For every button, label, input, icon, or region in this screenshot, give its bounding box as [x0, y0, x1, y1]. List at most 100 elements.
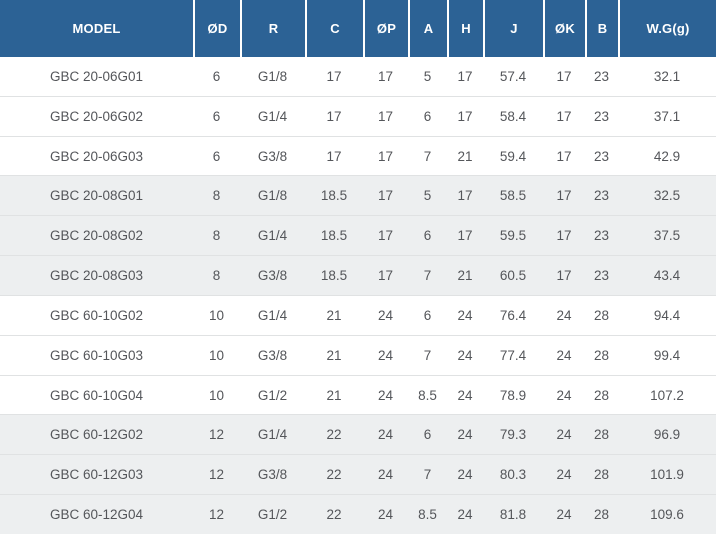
- value-cell: 18.5: [320, 268, 348, 284]
- value-cell: 24: [457, 387, 473, 403]
- value-cell: 21: [457, 268, 473, 284]
- value-cell: 6: [212, 68, 221, 84]
- value-cell: 101.9: [650, 467, 684, 483]
- value-cell: 18.5: [320, 188, 348, 204]
- column-header-r: R: [240, 0, 305, 57]
- value-cell: 6: [423, 108, 432, 124]
- value-cell: 21: [326, 307, 342, 323]
- value-cell: 5: [423, 68, 432, 84]
- value-cell: 24: [457, 347, 473, 363]
- table-row: GBC 20-08G03 8 G3/8 18.5 17 7 21 60.5 17 23 43.4: [0, 255, 716, 295]
- value-cell: 28: [593, 387, 610, 403]
- value-cell: 6: [423, 307, 432, 323]
- value-cell: 76.4: [499, 307, 527, 323]
- value-cell: 59.5: [499, 228, 527, 244]
- value-cell: 28: [593, 467, 610, 483]
- value-cell: 17: [556, 108, 572, 124]
- value-cell: 24: [377, 467, 394, 483]
- value-cell: 17: [457, 228, 473, 244]
- value-cell: 109.6: [650, 507, 684, 523]
- value-cell: 24: [556, 347, 572, 363]
- value-cell: 17: [556, 268, 572, 284]
- value-cell: 42.9: [653, 148, 681, 164]
- value-cell: 24: [556, 467, 572, 483]
- value-cell: 32.5: [653, 188, 681, 204]
- model-cell: GBC 60-12G02: [49, 427, 144, 443]
- value-cell: 5: [423, 188, 432, 204]
- value-cell: G1/4: [257, 228, 288, 244]
- value-cell: 8: [212, 268, 221, 284]
- value-cell: 24: [556, 307, 572, 323]
- value-cell: 43.4: [653, 268, 681, 284]
- table-row: GBC 60-12G04 12 G1/2 22 24 8.5 24 81.8 24 28 109.6: [0, 494, 716, 534]
- value-cell: G3/8: [257, 148, 288, 164]
- column-header-d: ØD: [193, 0, 240, 57]
- value-cell: 24: [377, 307, 394, 323]
- value-cell: G1/4: [257, 108, 288, 124]
- value-cell: 17: [377, 228, 394, 244]
- table-row: GBC 60-10G02 10 G1/4 21 24 6 24 76.4 24 28 94.4: [0, 294, 716, 335]
- value-cell: 28: [593, 427, 610, 443]
- model-cell: GBC 20-06G03: [49, 148, 144, 164]
- value-cell: 78.9: [499, 387, 527, 403]
- table-body: GBC 20-06G01 6 G1/8 17 17 5 17 57.4 17 23 32.1 GBC …: [0, 57, 716, 534]
- value-cell: 17: [326, 148, 342, 164]
- value-cell: 17: [556, 228, 572, 244]
- model-cell: GBC 60-10G02: [49, 307, 144, 323]
- value-cell: 17: [377, 188, 394, 204]
- table-row: GBC 20-06G03 6 G3/8 17 17 7 21 59.4 17 23 42.9: [0, 135, 716, 176]
- value-cell: 23: [593, 228, 610, 244]
- value-cell: 24: [377, 427, 394, 443]
- table-row: GBC 20-06G01 6 G1/8 17 17 5 17 57.4 17 23 32.1: [0, 57, 716, 96]
- value-cell: 21: [457, 148, 473, 164]
- value-cell: 18.5: [320, 228, 348, 244]
- value-cell: 24: [457, 307, 473, 323]
- value-cell: 23: [593, 68, 610, 84]
- value-cell: 17: [556, 148, 572, 164]
- model-cell: GBC 60-12G04: [49, 507, 144, 523]
- value-cell: 10: [208, 347, 225, 363]
- value-cell: G3/8: [257, 268, 288, 284]
- value-cell: 17: [377, 148, 394, 164]
- value-cell: 22: [326, 507, 342, 523]
- value-cell: 77.4: [499, 347, 527, 363]
- model-cell: GBC 20-08G03: [49, 268, 144, 284]
- model-cell: GBC 60-10G04: [49, 387, 144, 403]
- model-cell: GBC 20-06G01: [49, 68, 144, 84]
- value-cell: 17: [556, 68, 572, 84]
- value-cell: 24: [556, 387, 572, 403]
- column-header-b: B: [585, 0, 618, 57]
- table-row: GBC 20-08G02 8 G1/4 18.5 17 6 17 59.5 17 23 37.5: [0, 215, 716, 256]
- value-cell: G1/8: [257, 188, 288, 204]
- value-cell: 28: [593, 347, 610, 363]
- value-cell: 28: [593, 507, 610, 523]
- value-cell: 80.3: [499, 467, 527, 483]
- model-cell: GBC 60-10G03: [49, 347, 144, 363]
- value-cell: 23: [593, 108, 610, 124]
- value-cell: 24: [377, 387, 394, 403]
- value-cell: 24: [457, 467, 473, 483]
- value-cell: 12: [208, 467, 225, 483]
- value-cell: 21: [326, 387, 342, 403]
- value-cell: 8: [212, 228, 221, 244]
- table-row: GBC 60-12G02 12 G1/4 22 24 6 24 79.3 24 28 96.9: [0, 414, 716, 455]
- column-header-k: ØK: [543, 0, 585, 57]
- table-row: GBC 60-10G03 10 G3/8 21 24 7 24 77.4 24 28 99.4: [0, 334, 716, 375]
- value-cell: 17: [377, 268, 394, 284]
- value-cell: 7: [423, 347, 432, 363]
- value-cell: G3/8: [257, 467, 288, 483]
- value-cell: 21: [326, 347, 342, 363]
- table-row: GBC 60-10G04 10 G1/2 21 24 8.5 24 78.9 24 28 107.2: [0, 374, 716, 415]
- value-cell: 57.4: [499, 68, 527, 84]
- value-cell: 94.4: [653, 307, 681, 323]
- value-cell: G1/2: [257, 387, 288, 403]
- value-cell: G1/4: [257, 427, 288, 443]
- value-cell: 17: [326, 68, 342, 84]
- column-header-j: J: [483, 0, 543, 57]
- column-header-a: A: [408, 0, 447, 57]
- value-cell: 17: [457, 188, 473, 204]
- value-cell: 17: [457, 108, 473, 124]
- value-cell: 7: [423, 268, 432, 284]
- column-header-h: H: [447, 0, 483, 57]
- value-cell: G1/4: [257, 307, 288, 323]
